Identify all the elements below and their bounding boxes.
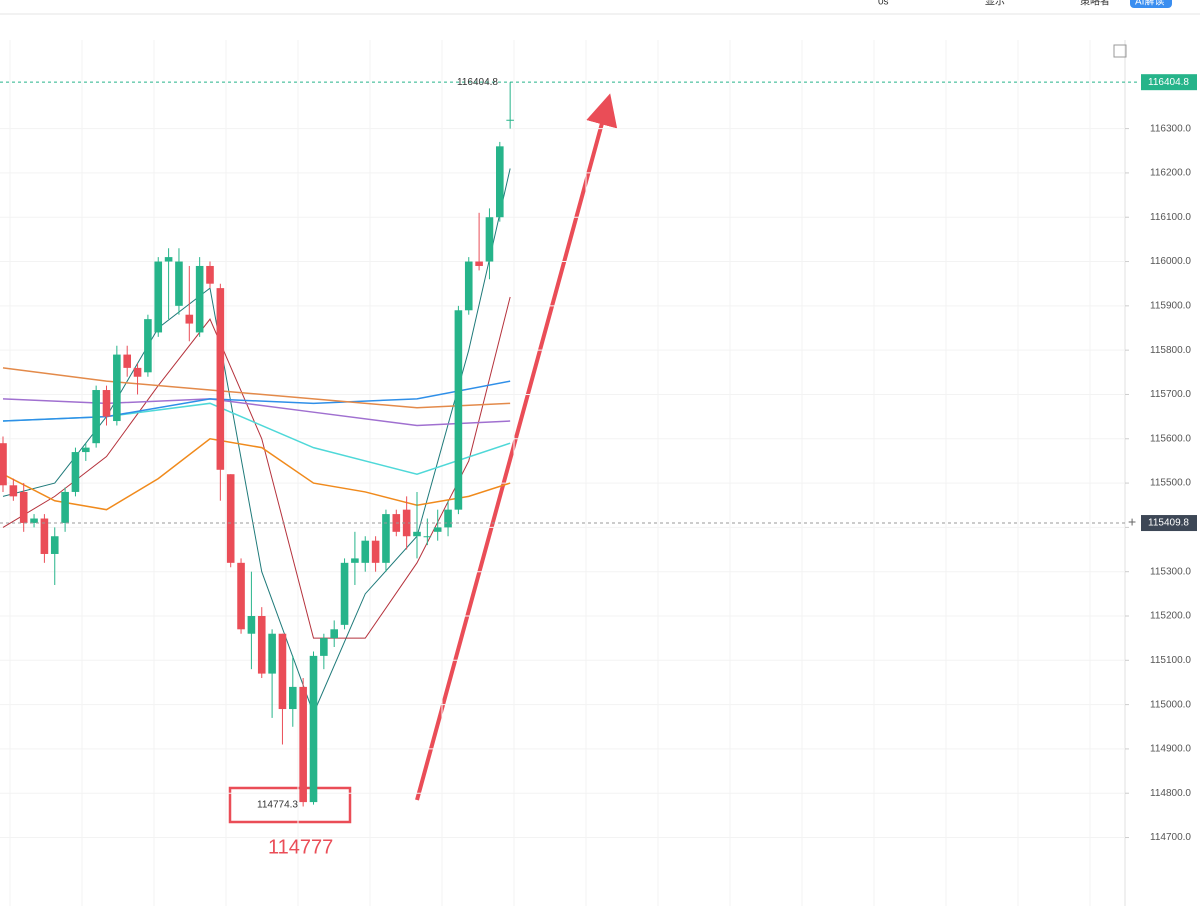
y-tick-label: 115700.0 — [1150, 389, 1191, 400]
candle-body — [485, 217, 494, 262]
y-tick-label: 115800.0 — [1150, 345, 1191, 356]
fullscreen-icon[interactable] — [1113, 44, 1127, 58]
y-tick-label: 116300.0 — [1150, 123, 1191, 134]
candle-body — [330, 629, 338, 639]
candle-body — [475, 261, 483, 266]
ai-button[interactable] — [1130, 0, 1172, 8]
crosshair-tag — [1141, 515, 1197, 532]
low-label: 114774.3 — [257, 799, 298, 810]
moving-average — [2, 168, 511, 715]
candle-body — [40, 518, 49, 554]
candle-body — [361, 540, 370, 563]
candle-body — [0, 443, 7, 486]
crosshair-plus: + — [1128, 514, 1136, 530]
crosshair-tag-label: 115409.8 — [1148, 518, 1189, 529]
candle-body — [102, 390, 111, 417]
high-label: 116404.8 — [457, 77, 498, 88]
candle-body — [496, 146, 504, 218]
candle-body — [206, 265, 214, 284]
candle-body — [351, 558, 359, 563]
candle-body — [382, 514, 390, 563]
y-tick-label: 115000.0 — [1150, 699, 1191, 710]
toolbar-item[interactable]: 策略者 — [1080, 0, 1110, 8]
y-tick-label: 116100.0 — [1150, 212, 1191, 223]
y-tick-label: 116200.0 — [1150, 168, 1191, 179]
highlight-box — [228, 786, 352, 824]
toolbar-item[interactable]: AI解读 — [1135, 0, 1164, 8]
candle-body — [371, 540, 380, 563]
candle-body — [268, 633, 276, 674]
candle-body — [92, 390, 100, 444]
candle-body — [464, 261, 473, 311]
candle-body — [133, 367, 142, 377]
y-tick-label: 115100.0 — [1150, 655, 1191, 666]
candle-body — [164, 257, 173, 262]
candle-body — [237, 562, 245, 630]
toolbar-item[interactable]: 0s — [878, 0, 889, 8]
candle-body — [247, 616, 256, 634]
candle-body — [454, 310, 463, 510]
candle-body — [19, 491, 28, 523]
y-tick-label: 115500.0 — [1150, 478, 1191, 489]
annotation: 114777 — [268, 836, 333, 858]
candle-body — [175, 261, 183, 306]
candle-body — [216, 288, 225, 470]
price-tag — [1141, 74, 1197, 91]
candle-body — [278, 633, 287, 710]
toolbar-item[interactable]: 显示 — [985, 0, 1005, 8]
price-tag-label: 116404.8 — [1148, 77, 1189, 88]
candle-body — [154, 261, 163, 333]
y-tick-label: 114900.0 — [1150, 744, 1191, 755]
candle-body — [506, 119, 514, 121]
candle-body — [195, 265, 204, 333]
moving-average — [2, 380, 511, 422]
candle-body — [423, 536, 432, 538]
candle-body — [123, 354, 131, 368]
candle-body — [433, 527, 442, 532]
y-tick-label: 115300.0 — [1150, 566, 1191, 577]
candle-body — [226, 474, 235, 563]
candle-body — [71, 452, 80, 492]
candle-body — [413, 531, 421, 537]
candle-body — [402, 509, 411, 537]
candle-body — [257, 616, 266, 674]
y-tick-label: 116000.0 — [1150, 256, 1191, 267]
candle-body — [144, 319, 152, 373]
candle-body — [320, 638, 328, 656]
candle-body — [340, 562, 349, 625]
candle-body — [82, 447, 90, 453]
candle-body — [61, 491, 69, 523]
candle-body — [444, 509, 452, 528]
moving-average — [2, 398, 511, 427]
y-tick-label: 115600.0 — [1150, 433, 1191, 444]
candle-body — [9, 485, 18, 497]
trend-arrow — [415, 93, 618, 801]
y-tick-label: 114800.0 — [1150, 788, 1191, 799]
candle-body — [289, 686, 297, 710]
candle-body — [299, 686, 307, 803]
moving-average — [2, 367, 511, 409]
candle-body — [309, 655, 318, 803]
y-tick-label: 115900.0 — [1150, 300, 1191, 311]
y-tick-label: 115200.0 — [1150, 611, 1191, 622]
candle-body — [185, 314, 194, 324]
candle-body — [113, 354, 121, 422]
y-tick-label: 114700.0 — [1150, 832, 1191, 843]
moving-average — [2, 437, 511, 511]
candle-body — [30, 518, 38, 523]
candle-body — [50, 536, 59, 554]
